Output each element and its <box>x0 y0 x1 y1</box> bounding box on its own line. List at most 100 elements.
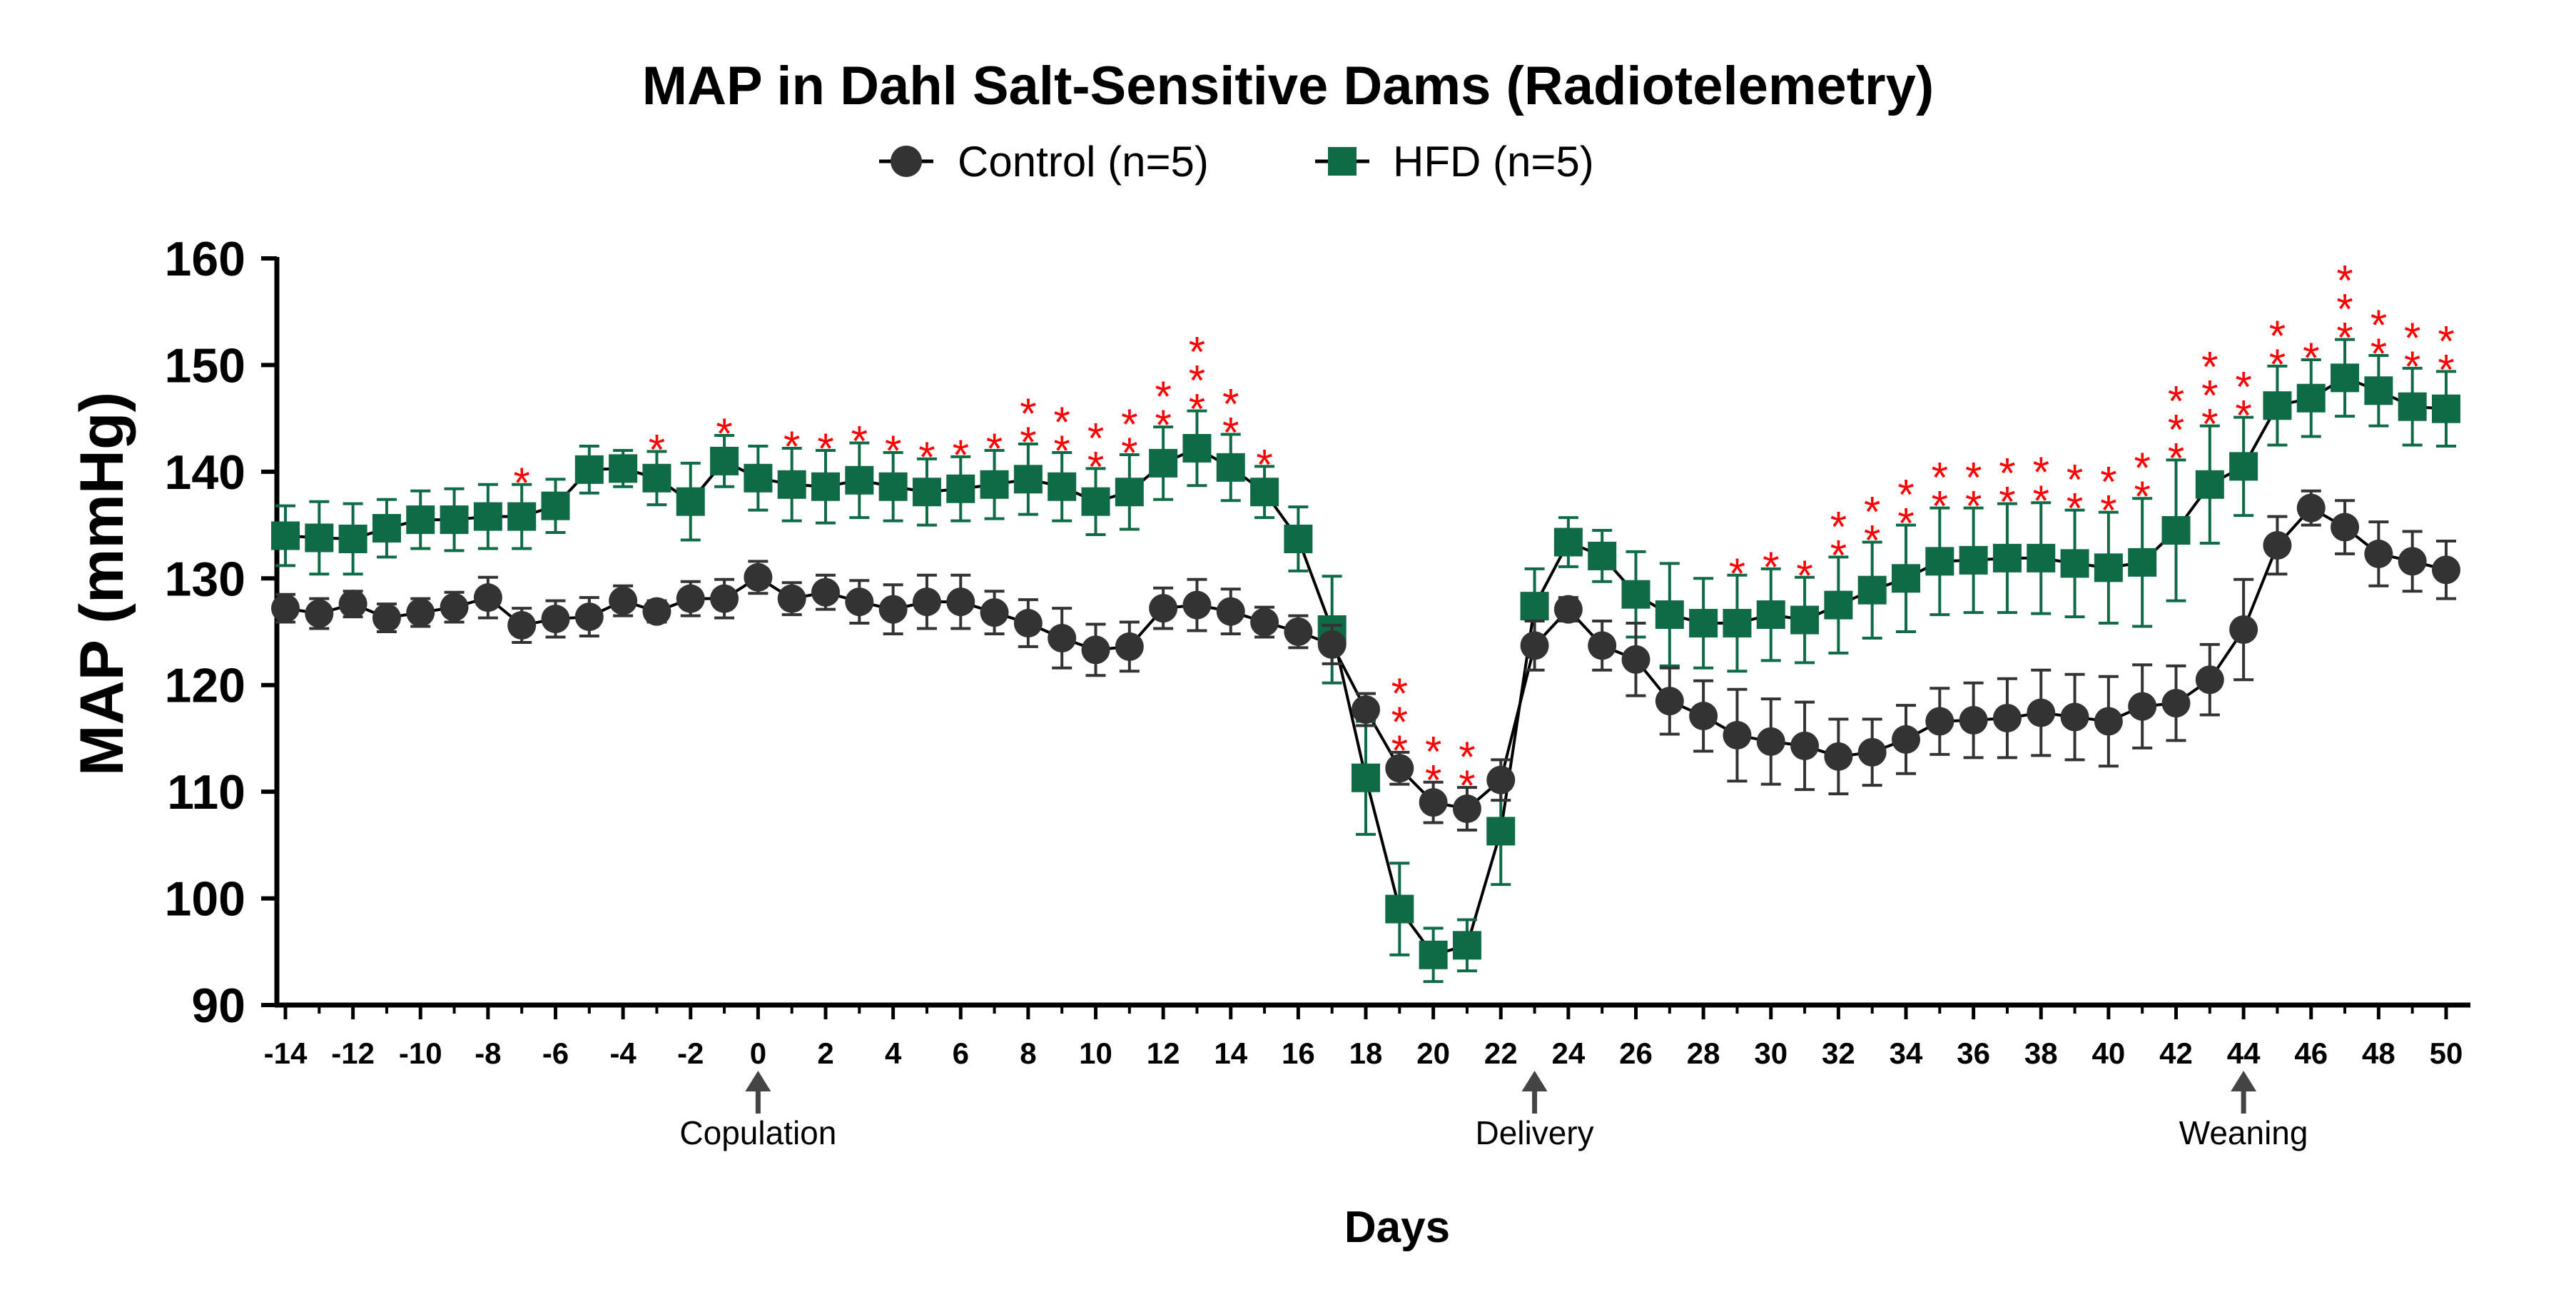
x-tick-label: -12 <box>331 1036 375 1070</box>
significance-star: * <box>1999 478 2015 526</box>
x-tick-label: 26 <box>1619 1036 1653 1070</box>
significance-star: * <box>1965 483 1982 530</box>
significance-layer: * * * * * * * * * * * * * * * * * * * * * * * * * * * * * * * * * * * * * * * *… <box>514 257 2455 810</box>
data-point <box>980 598 1009 627</box>
data-point <box>845 587 874 617</box>
data-point <box>440 592 469 622</box>
y-tick-label: 100 <box>165 872 245 927</box>
data-point <box>946 587 975 617</box>
x-tick-label: 34 <box>1890 1036 1923 1070</box>
data-point <box>1689 609 1718 638</box>
data-point <box>1352 763 1380 792</box>
data-point <box>777 584 806 613</box>
data-point <box>1992 704 2022 733</box>
data-point <box>2296 383 2326 413</box>
data-point <box>946 474 975 503</box>
event-label: Weaning <box>2179 1114 2308 1151</box>
data-point <box>338 524 367 553</box>
significance-star: * <box>1425 728 1441 776</box>
x-tick-label: 4 <box>885 1036 902 1070</box>
data-point <box>574 455 604 484</box>
x-tick-label: 48 <box>2362 1036 2395 1070</box>
data-point <box>609 586 638 615</box>
data-point <box>1486 817 1516 846</box>
data-point <box>271 521 300 550</box>
significance-star: * <box>2269 312 2286 360</box>
x-tick-label: 32 <box>1822 1036 1855 1070</box>
y-tick-label: 120 <box>165 659 245 713</box>
x-tick-label: -10 <box>399 1036 442 1070</box>
significance-star: * <box>2303 334 2319 382</box>
event-arrow-head <box>2231 1071 2257 1091</box>
data-point <box>2161 516 2191 545</box>
y-tick-label: 150 <box>165 338 245 393</box>
event-arrow-head <box>745 1071 771 1091</box>
significance-star: * <box>918 433 935 481</box>
significance-star: * <box>1121 429 1137 477</box>
significance-star: * <box>784 423 800 470</box>
significance-star: * <box>1054 427 1070 475</box>
data-point <box>1824 590 1853 620</box>
x-tick-label: 30 <box>1754 1036 1788 1070</box>
data-point <box>1250 478 1279 507</box>
significance-star: * <box>817 425 833 473</box>
data-point <box>1553 595 1583 624</box>
data-point <box>1419 788 1448 817</box>
significance-star: * <box>1391 670 1408 717</box>
x-tick-label: 10 <box>1079 1036 1112 1070</box>
significance-star: * <box>2067 456 2083 504</box>
data-point <box>811 472 840 501</box>
significance-star: * <box>1020 390 1036 438</box>
data-point <box>777 470 806 499</box>
series-control <box>271 489 2460 832</box>
significance-star: * <box>1087 414 1104 462</box>
data-point <box>1182 590 1212 620</box>
data-point <box>372 514 401 543</box>
y-axis-label: MAP (mmHg) <box>68 392 136 776</box>
x-tick-label: 8 <box>1020 1036 1036 1070</box>
significance-star: * <box>1763 543 1779 591</box>
significance-star: * <box>2235 363 2251 411</box>
significance-star: * <box>1155 401 1171 449</box>
data-point <box>1655 600 1684 630</box>
significance-star: * <box>885 427 901 475</box>
data-point <box>1689 702 1718 731</box>
data-point <box>1149 594 1178 623</box>
significance-star: * <box>1932 454 1948 502</box>
data-point <box>1588 541 1617 570</box>
data-point <box>372 603 401 632</box>
significance-star: * <box>2033 477 2049 525</box>
data-point <box>1115 632 1144 661</box>
significance-star: * <box>2269 340 2286 388</box>
significance-star: * <box>986 425 1003 473</box>
significance-star: * <box>2438 317 2454 365</box>
data-point <box>440 505 469 535</box>
data-point <box>2331 363 2360 393</box>
data-point <box>1959 706 1988 735</box>
significance-star: * <box>2370 301 2387 349</box>
significance-star: * <box>2168 405 2184 453</box>
data-point <box>473 583 502 612</box>
data-point <box>2128 692 2157 721</box>
data-point <box>1892 564 1920 593</box>
data-point <box>1723 609 1752 638</box>
data-point <box>406 598 435 627</box>
data-point <box>2060 702 2089 732</box>
significance-star: * <box>2201 343 2218 391</box>
significance-star: * <box>1459 762 1475 809</box>
data-point <box>1621 645 1650 674</box>
data-point <box>2364 539 2393 568</box>
x-tick-label: -2 <box>677 1036 704 1070</box>
data-point <box>878 472 908 501</box>
significance-star: * <box>2168 377 2184 425</box>
significance-star: * <box>1425 757 1441 804</box>
data-point <box>2432 394 2460 423</box>
data-point <box>1352 695 1380 725</box>
data-point <box>2263 391 2292 420</box>
significance-star: * <box>1391 698 1408 746</box>
significance-star: * <box>2404 314 2420 362</box>
significance-star: * <box>2201 400 2218 448</box>
data-point <box>2195 665 2224 695</box>
data-point <box>2263 530 2292 560</box>
